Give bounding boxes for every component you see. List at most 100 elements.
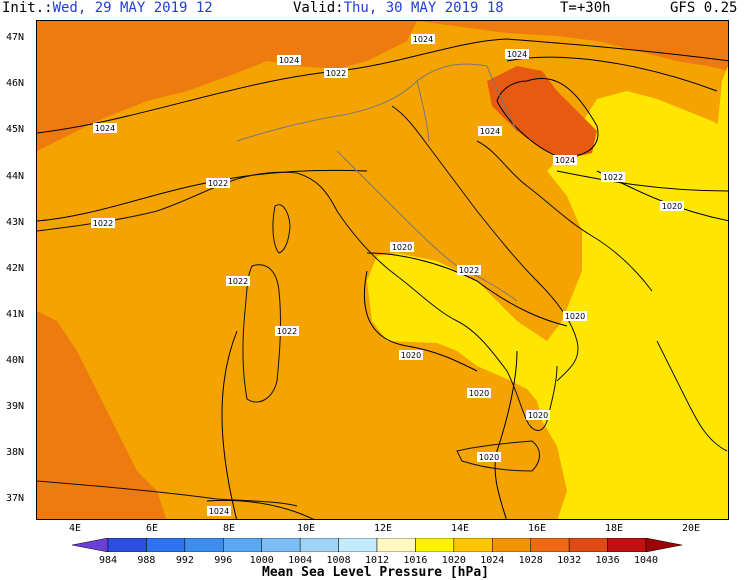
forecast-step: T=+30h bbox=[560, 0, 611, 16]
colorbar-segment bbox=[453, 538, 493, 552]
svg-text:1024: 1024 bbox=[507, 50, 527, 59]
lat-label: 38N bbox=[6, 447, 25, 458]
colorbar-segment bbox=[223, 538, 262, 552]
lon-label: 6E bbox=[145, 523, 159, 534]
isobar-label: 1024 bbox=[478, 126, 502, 136]
svg-text:1022: 1022 bbox=[277, 327, 297, 336]
colorbar-segment bbox=[299, 538, 339, 552]
lon-label: 16E bbox=[527, 523, 547, 534]
svg-text:1020: 1020 bbox=[392, 243, 412, 252]
svg-text:1020: 1020 bbox=[662, 202, 682, 211]
colorbar-segment bbox=[492, 538, 531, 552]
isobar-label: 1022 bbox=[275, 326, 299, 336]
svg-text:1022: 1022 bbox=[208, 179, 228, 188]
lon-label: 8E bbox=[222, 523, 236, 534]
colorbar-tick-label: 996 bbox=[214, 555, 233, 566]
svg-text:1022: 1022 bbox=[93, 219, 113, 228]
field-east-1020 bbox=[578, 66, 728, 519]
valid-label: Valid: bbox=[293, 0, 344, 16]
lat-label: 43N bbox=[6, 217, 25, 228]
colorbar-tick-label: 1016 bbox=[403, 555, 428, 566]
isobar-label: 1024 bbox=[553, 155, 577, 165]
lon-label: 14E bbox=[450, 523, 470, 534]
isobar-label: 1022 bbox=[206, 178, 230, 188]
colorbar-title: Mean Sea Level Pressure [hPa] bbox=[262, 565, 489, 580]
colorbar-tick-label: 988 bbox=[137, 555, 156, 566]
colorbar-segment bbox=[530, 538, 570, 552]
colorbar-segment bbox=[376, 538, 416, 552]
isobar-label: 1020 bbox=[390, 242, 414, 252]
isobar-label: 1024 bbox=[93, 123, 117, 133]
isobar-label: 1022 bbox=[324, 68, 348, 78]
isobar-label: 1022 bbox=[226, 276, 250, 286]
svg-text:1024: 1024 bbox=[413, 35, 433, 44]
svg-text:1022: 1022 bbox=[459, 266, 479, 275]
colorbar bbox=[72, 538, 682, 552]
lon-label: 4E bbox=[68, 523, 82, 534]
colorbar-tick-label: 1020 bbox=[441, 555, 466, 566]
colorbar-tick-label: 1032 bbox=[557, 555, 582, 566]
lon-label: 20E bbox=[681, 523, 701, 534]
model-name: GFS 0.25 bbox=[670, 0, 738, 16]
svg-text:1020: 1020 bbox=[528, 411, 548, 420]
isobar-label: 1024 bbox=[277, 55, 301, 65]
isobar-label: 1024 bbox=[207, 506, 231, 516]
pressure-map: 1024 1024 1022 1024 1024 1024 1022 1024 … bbox=[36, 20, 729, 520]
isobar-label: 1020 bbox=[526, 410, 550, 420]
valid-value: Thu, 30 MAY 2019 18 bbox=[343, 0, 504, 16]
lat-label: 42N bbox=[6, 263, 25, 274]
isobar-label: 1022 bbox=[457, 265, 481, 275]
isobar-label: 1020 bbox=[563, 311, 587, 321]
lat-label: 39N bbox=[6, 401, 25, 412]
colorbar-segment bbox=[645, 538, 682, 552]
colorbar-tick-label: 1008 bbox=[326, 555, 351, 566]
colorbar-tick-label: 1004 bbox=[288, 555, 313, 566]
svg-text:1022: 1022 bbox=[326, 69, 346, 78]
isobar-label: 1020 bbox=[477, 452, 501, 462]
lon-label: 18E bbox=[604, 523, 624, 534]
lat-label: 37N bbox=[6, 493, 25, 504]
colorbar-segment bbox=[568, 538, 608, 552]
lat-label: 40N bbox=[6, 355, 25, 366]
colorbar-segment bbox=[607, 538, 647, 552]
svg-text:1022: 1022 bbox=[603, 173, 623, 182]
svg-text:1024: 1024 bbox=[95, 124, 115, 133]
colorbar-segment bbox=[338, 538, 378, 552]
isobar-label: 1022 bbox=[91, 218, 115, 228]
isobar-label: 1024 bbox=[505, 49, 529, 59]
colorbar-segment bbox=[415, 538, 455, 552]
svg-text:1024: 1024 bbox=[555, 156, 575, 165]
isobar-labels: 1024 1024 1022 1024 1024 1024 1022 1024 … bbox=[91, 34, 684, 516]
isobar-label: 1022 bbox=[601, 172, 625, 182]
svg-text:1020: 1020 bbox=[401, 351, 421, 360]
lat-label: 45N bbox=[6, 124, 25, 135]
isobar-label: 1024 bbox=[411, 34, 435, 44]
lat-label: 46N bbox=[6, 78, 25, 89]
svg-text:1024: 1024 bbox=[279, 56, 299, 65]
init-label: Init.: bbox=[2, 0, 53, 16]
colorbar-tick-label: 984 bbox=[98, 555, 118, 566]
svg-text:1020: 1020 bbox=[469, 389, 489, 398]
borders bbox=[236, 63, 518, 302]
isobar-label: 1020 bbox=[467, 388, 491, 398]
colorbar-tick-label: 1012 bbox=[364, 555, 390, 566]
valid-time: Valid:Thu, 30 MAY 2019 18 bbox=[293, 0, 504, 16]
colorbar-segment bbox=[146, 538, 186, 552]
lat-label: 44N bbox=[6, 171, 25, 182]
field-1024-sw bbox=[37, 311, 167, 519]
init-value: Wed, 29 MAY 2019 12 bbox=[52, 0, 213, 16]
colorbar-tick-label: 1040 bbox=[633, 555, 659, 566]
svg-text:1020: 1020 bbox=[479, 453, 499, 462]
isobar-label: 1020 bbox=[399, 350, 423, 360]
field-1024-north bbox=[37, 21, 417, 151]
colorbar-segment bbox=[72, 538, 109, 552]
colorbar-tick-label: 1024 bbox=[480, 555, 505, 566]
high-pressure-cell bbox=[487, 66, 597, 159]
coastlines bbox=[37, 105, 728, 507]
colorbar-segment bbox=[184, 538, 224, 552]
colorbar-segment bbox=[261, 538, 301, 552]
colorbar-tick-label: 992 bbox=[175, 555, 194, 566]
lat-label: 47N bbox=[6, 32, 25, 43]
field-1024-alps bbox=[417, 21, 728, 71]
colorbar-tick-label: 1028 bbox=[518, 555, 543, 566]
